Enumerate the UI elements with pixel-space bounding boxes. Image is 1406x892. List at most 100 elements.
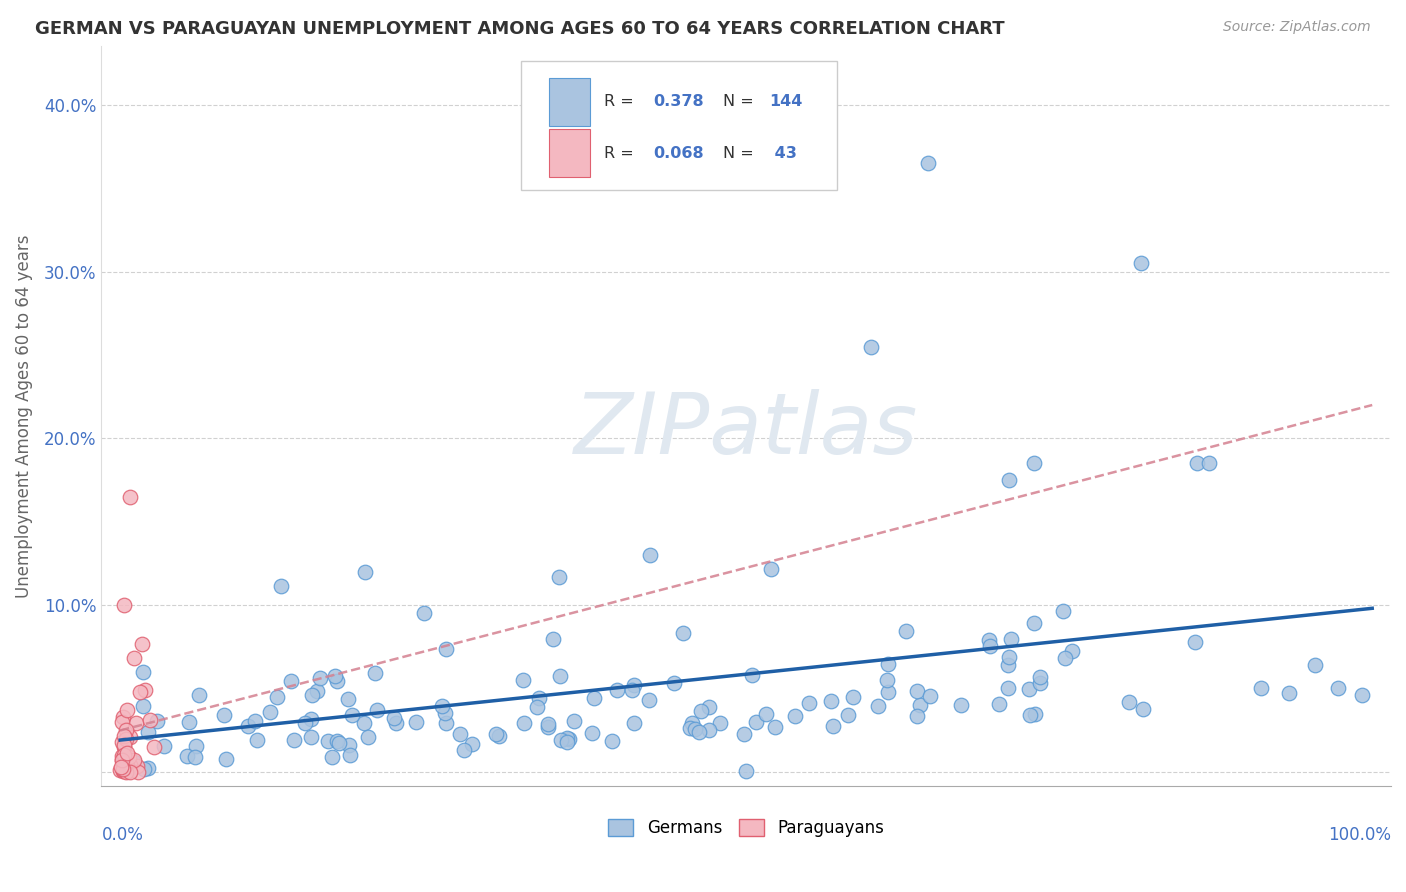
Point (321, 750, 343, 764)
Point (111, 710, 134, 724)
Point (908, 698, 931, 713)
Point (342, 708, 364, 723)
Point (122, 651, 145, 665)
Point (111, 762, 134, 776)
Point (111, 735, 134, 749)
Text: N =: N = (723, 95, 759, 109)
Point (112, 763, 135, 777)
Y-axis label: Unemployment Among Ages 60 to 64 years: Unemployment Among Ages 60 to 64 years (15, 234, 32, 598)
Point (385, 715, 408, 730)
Point (1185, 457, 1208, 471)
Point (326, 674, 349, 689)
Point (111, 715, 134, 730)
Point (488, 729, 510, 743)
Point (266, 690, 288, 704)
Point (662, 676, 685, 690)
Text: 100.0%: 100.0% (1329, 826, 1391, 844)
Point (120, 764, 142, 779)
Point (526, 700, 548, 714)
Point (117, 761, 139, 775)
Point (139, 713, 162, 727)
Text: 144: 144 (769, 95, 803, 109)
Point (430, 699, 453, 714)
Point (894, 624, 917, 639)
Point (434, 706, 457, 721)
Point (136, 761, 159, 775)
Point (638, 692, 661, 706)
Point (122, 756, 145, 770)
Point (127, 758, 149, 772)
Point (132, 665, 155, 679)
Point (1024, 615, 1046, 630)
Point (1327, 681, 1350, 696)
Point (823, 719, 845, 733)
Point (920, 689, 942, 703)
Point (412, 606, 434, 620)
Point (184, 739, 207, 753)
Point (146, 714, 169, 728)
Point (537, 717, 560, 731)
Point (449, 727, 471, 741)
Point (364, 665, 387, 680)
Point (733, 727, 755, 741)
Text: 43: 43 (769, 146, 797, 161)
Point (690, 704, 713, 718)
Point (270, 579, 292, 593)
Point (623, 716, 645, 731)
Point (246, 733, 269, 747)
Point (112, 747, 135, 762)
Point (785, 709, 807, 723)
Point (118, 757, 141, 772)
Point (600, 733, 623, 747)
Point (114, 731, 136, 746)
Point (979, 639, 1001, 653)
Point (917, 156, 939, 170)
Point (1278, 686, 1301, 700)
Point (581, 726, 603, 740)
Point (548, 570, 571, 584)
Point (640, 548, 662, 562)
Point (735, 764, 758, 778)
Point (111, 753, 134, 767)
Point (876, 657, 898, 672)
Point (1029, 676, 1052, 690)
Point (176, 748, 198, 763)
Point (513, 716, 536, 731)
Point (1024, 706, 1046, 721)
Point (763, 720, 786, 734)
Point (236, 719, 259, 733)
Point (294, 716, 316, 731)
Point (112, 763, 135, 777)
Text: R =: R = (605, 146, 640, 161)
Point (177, 714, 200, 729)
Point (299, 730, 322, 744)
Point (988, 698, 1011, 712)
Point (128, 685, 150, 699)
Point (876, 684, 898, 698)
Point (1129, 256, 1152, 270)
Point (741, 667, 763, 681)
Point (744, 715, 766, 730)
Point (537, 720, 560, 734)
Point (876, 673, 898, 687)
Point (436, 641, 458, 656)
Point (997, 681, 1019, 695)
Point (1019, 708, 1042, 723)
Point (136, 725, 159, 739)
Point (212, 708, 235, 723)
Point (1118, 696, 1140, 710)
Text: R =: R = (605, 95, 640, 109)
Point (111, 749, 134, 764)
Point (820, 694, 842, 708)
Point (110, 760, 132, 774)
Point (699, 699, 721, 714)
Point (1029, 671, 1052, 685)
Point (485, 727, 508, 741)
Point (134, 682, 156, 697)
Point (243, 714, 266, 728)
Point (132, 698, 155, 713)
Point (842, 690, 865, 704)
Point (541, 632, 564, 647)
Text: 0.378: 0.378 (654, 95, 704, 109)
Point (754, 706, 776, 721)
